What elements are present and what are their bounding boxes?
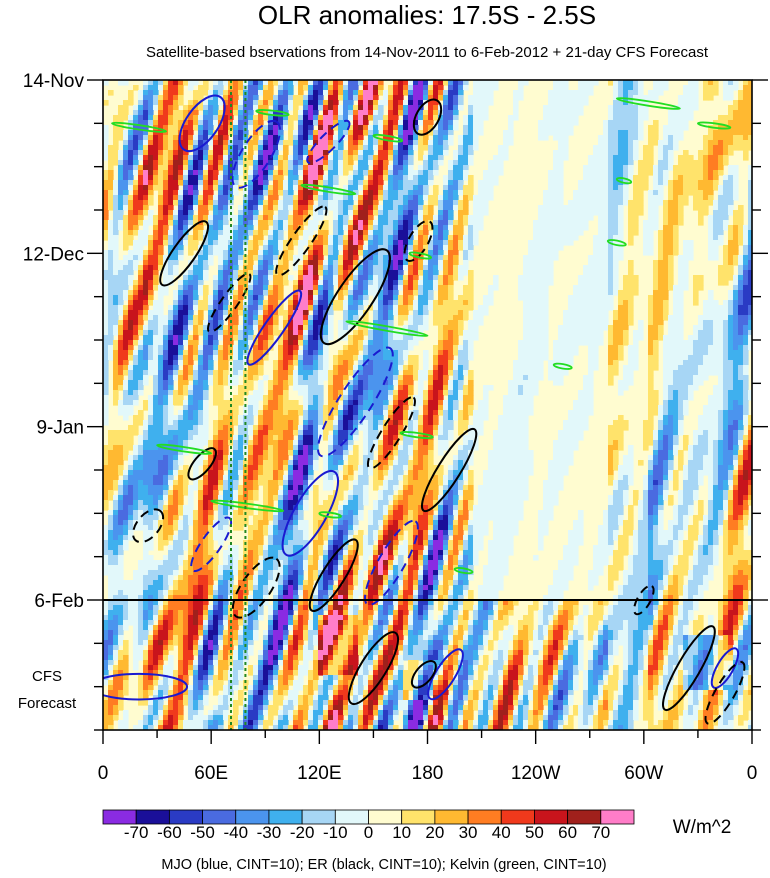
mjo-contour-3	[246, 289, 303, 366]
mjo-contour-4	[317, 346, 394, 458]
kelvin-contour-3	[372, 133, 404, 143]
x-tick-label-5: 60W	[624, 763, 663, 784]
chart-title: OLR anomalies: 17.5S - 2.5S	[258, 0, 596, 30]
y-tick-label-1: 12-Dec	[23, 244, 84, 265]
colorbar-label-8: 10	[392, 823, 411, 842]
er-contour-14	[275, 205, 328, 277]
colorbar-swatch-1	[135, 809, 170, 825]
colorbar-swatch-0	[102, 809, 137, 825]
chart-subtitle: Satellite-based bservations from 14-Nov-…	[146, 44, 709, 61]
kelvin-contour-15	[606, 239, 627, 247]
colorbar-swatch-8	[368, 809, 403, 825]
kelvin-contour-11	[453, 567, 474, 575]
colorbar-swatch-9	[401, 809, 436, 825]
colorbar-swatch-2	[168, 809, 203, 825]
colorbar-label-10: 30	[459, 823, 478, 842]
colorbar-swatch-7	[334, 809, 369, 825]
y-tick-label-0: 14-Nov	[23, 71, 85, 92]
colorbar-label-13: 60	[558, 823, 577, 842]
colorbar-label-0: -70	[124, 823, 149, 842]
colorbar-label-5: -20	[290, 823, 315, 842]
er-contour-13	[319, 248, 391, 346]
colorbar-label-3: -40	[223, 823, 248, 842]
kelvin-contour-13	[697, 121, 732, 130]
reference-lines	[229, 80, 247, 730]
kelvin-contour-0	[111, 121, 167, 133]
er-contour-12	[206, 272, 252, 334]
colorbar-swatch-13	[534, 809, 569, 825]
colorbar-label-1: -60	[157, 823, 182, 842]
colorbar-label-12: 50	[525, 823, 544, 842]
y-tick-label-3: 6-Feb	[34, 591, 84, 612]
colorbar: -70 -60 -50 -40 -30 -20 -10 0 10 20 30 40 50 60 70	[102, 809, 635, 842]
kelvin-contour-8	[210, 499, 285, 513]
kelvin-contour-12	[615, 97, 681, 110]
mjo-contour-7	[427, 648, 464, 701]
colorbar-swatch-5	[268, 809, 303, 825]
er-contour-15	[403, 219, 434, 262]
mjo-contour-0	[178, 94, 226, 153]
mjo-contour-6	[364, 519, 419, 606]
kelvin-contour-5	[345, 320, 429, 337]
kelvin-contour-4	[408, 251, 433, 260]
x-tick-label-3: 180	[412, 763, 444, 784]
mjo-contour-8	[190, 516, 233, 573]
er-contour-26	[633, 584, 655, 616]
er-contour-20	[132, 508, 165, 544]
x-tick-label-6: 0	[747, 763, 758, 784]
colorbar-swatch-15	[600, 809, 635, 825]
olr-heatmap	[103, 80, 752, 730]
plot-area	[103, 80, 752, 730]
er-contour-21	[412, 98, 443, 136]
colorbar-swatch-12	[500, 809, 535, 825]
forecast-label-line-2: Forecast	[18, 695, 77, 712]
x-axis: 0 60E 120E 180 120W 60W 0	[98, 730, 758, 784]
er-contour-11	[159, 220, 209, 287]
mjo-contour-2	[306, 119, 351, 165]
colorbar-swatch-4	[235, 809, 270, 825]
forecast-label-line-1: CFS	[32, 668, 62, 685]
er-contour-22	[187, 447, 217, 481]
colorbar-swatch-6	[301, 809, 336, 825]
er-contour-24	[662, 625, 716, 712]
kelvin-contour-1	[255, 109, 290, 117]
er-contour-27	[410, 659, 437, 689]
kelvin-contour-9	[318, 511, 342, 519]
colorbar-label-11: 40	[492, 823, 511, 842]
kelvin-contour-6	[399, 431, 434, 439]
y-tick-label-2: 9-Jan	[36, 418, 84, 439]
mjo-contour-9	[103, 672, 189, 701]
x-tick-label-2: 120E	[297, 763, 341, 784]
kelvin-contour-10	[552, 362, 573, 370]
colorbar-label-7: 0	[364, 823, 373, 842]
colorbar-label-2: -50	[190, 823, 215, 842]
mjo-contour-1	[231, 119, 281, 189]
er-contour-23	[347, 631, 399, 706]
colorbar-swatch-3	[202, 809, 237, 825]
er-contour-25	[704, 660, 746, 725]
legend-footer: MJO (blue, CINT=10); ER (black, CINT=10)…	[161, 857, 606, 873]
colorbar-swatch-11	[467, 809, 502, 825]
colorbar-label-6: -10	[323, 823, 348, 842]
colorbar-swatch-14	[567, 809, 602, 825]
mjo-contour-10	[710, 647, 740, 689]
colorbar-swatch-10	[434, 809, 469, 825]
y-axis: 14-Nov 12-Dec 9-Jan 6-Feb	[23, 71, 768, 731]
er-contour-16	[420, 427, 478, 513]
x-tick-label-4: 120W	[511, 763, 561, 784]
colorbar-units: W/m^2	[673, 817, 732, 838]
colorbar-label-4: -30	[257, 823, 282, 842]
mjo-contour-5	[281, 470, 340, 557]
x-tick-label-1: 60E	[194, 763, 228, 784]
colorbar-label-9: 20	[425, 823, 444, 842]
kelvin-contour-14	[615, 177, 633, 185]
kelvin-contour-7	[156, 443, 213, 455]
er-contour-19	[308, 538, 359, 613]
kelvin-contour-2	[300, 183, 357, 196]
colorbar-label-14: 70	[591, 823, 610, 842]
x-tick-label-0: 0	[98, 763, 109, 784]
